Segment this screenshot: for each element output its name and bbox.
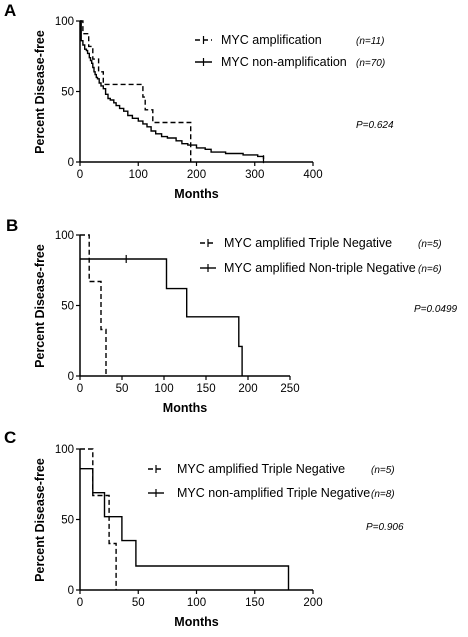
y-axis-title: Percent Disease-free	[33, 458, 47, 582]
chart-panel-A: A 0 50 100 0 100 200 300 400 Months Percent Diseas…	[4, 1, 394, 201]
legend-label: MYC non-amplified Triple Negative	[177, 486, 370, 500]
p-value-label: P=0.0499	[414, 304, 458, 315]
x-tick-label: 100	[154, 383, 173, 395]
y-tick-label: 100	[55, 444, 74, 456]
legend-label: MYC amplification	[221, 33, 322, 47]
p-value-label: P=0.906	[366, 522, 404, 533]
y-tick-label: 100	[55, 230, 74, 242]
x-axis-title: Months	[174, 615, 218, 629]
survival-curve-dashed	[80, 448, 117, 590]
legend-n-count: (n=11)	[356, 36, 384, 47]
x-tick-label: 100	[187, 597, 206, 609]
chart-panel-B: B 0 50 100 0 50 100 150 200 250 Months Percent Dise…	[6, 216, 458, 415]
survival-curve-solid	[80, 20, 265, 160]
x-tick-label: 150	[245, 597, 264, 609]
x-tick-label: 50	[132, 597, 145, 609]
panel-letter: B	[6, 216, 18, 235]
p-value-label: P=0.624	[356, 120, 394, 131]
legend-n-count: (n=6)	[418, 264, 442, 275]
x-tick-label: 150	[196, 383, 215, 395]
legend-label: MYC amplified Triple Negative	[177, 462, 345, 476]
panel-letter: A	[4, 1, 16, 20]
x-tick-label: 400	[303, 169, 322, 181]
legend-label: MYC amplified Non-triple Negative	[224, 261, 416, 275]
x-tick-label: 0	[77, 169, 83, 181]
x-tick-label: 0	[77, 383, 83, 395]
x-tick-label: 200	[238, 383, 257, 395]
x-axis-title: Months	[174, 187, 218, 201]
survival-curve-solid	[80, 258, 243, 376]
x-tick-label: 200	[303, 597, 322, 609]
legend-label: MYC amplified Triple Negative	[224, 236, 392, 250]
legend-label: MYC non-amplification	[221, 55, 347, 69]
y-tick-label: 0	[68, 585, 74, 597]
y-axis-title: Percent Disease-free	[33, 30, 47, 154]
legend-n-count: (n=70)	[356, 58, 385, 69]
x-axis-title: Months	[163, 401, 207, 415]
y-axis-title: Percent Disease-free	[33, 244, 47, 368]
survival-curve-dashed	[80, 234, 107, 376]
y-tick-label: 50	[61, 301, 74, 313]
chart-panel-C: C 0 50 100 0 50 100 150 200 Months Percent Disease…	[4, 428, 404, 629]
survival-curve-solid	[80, 468, 290, 590]
panel-letter: C	[4, 428, 16, 447]
x-tick-label: 0	[77, 597, 83, 609]
y-tick-label: 100	[55, 16, 74, 28]
x-tick-label: 300	[245, 169, 264, 181]
legend-n-count: (n=5)	[418, 239, 442, 250]
y-tick-label: 0	[68, 371, 74, 383]
y-tick-label: 50	[61, 87, 74, 99]
legend-n-count: (n=8)	[371, 489, 395, 500]
y-tick-label: 50	[61, 515, 74, 527]
y-tick-label: 0	[68, 157, 74, 169]
x-tick-label: 200	[187, 169, 206, 181]
x-tick-label: 50	[116, 383, 129, 395]
x-tick-label: 250	[280, 383, 299, 395]
survival-curve-dashed	[80, 20, 192, 162]
x-tick-label: 100	[129, 169, 148, 181]
legend-n-count: (n=5)	[371, 465, 395, 476]
